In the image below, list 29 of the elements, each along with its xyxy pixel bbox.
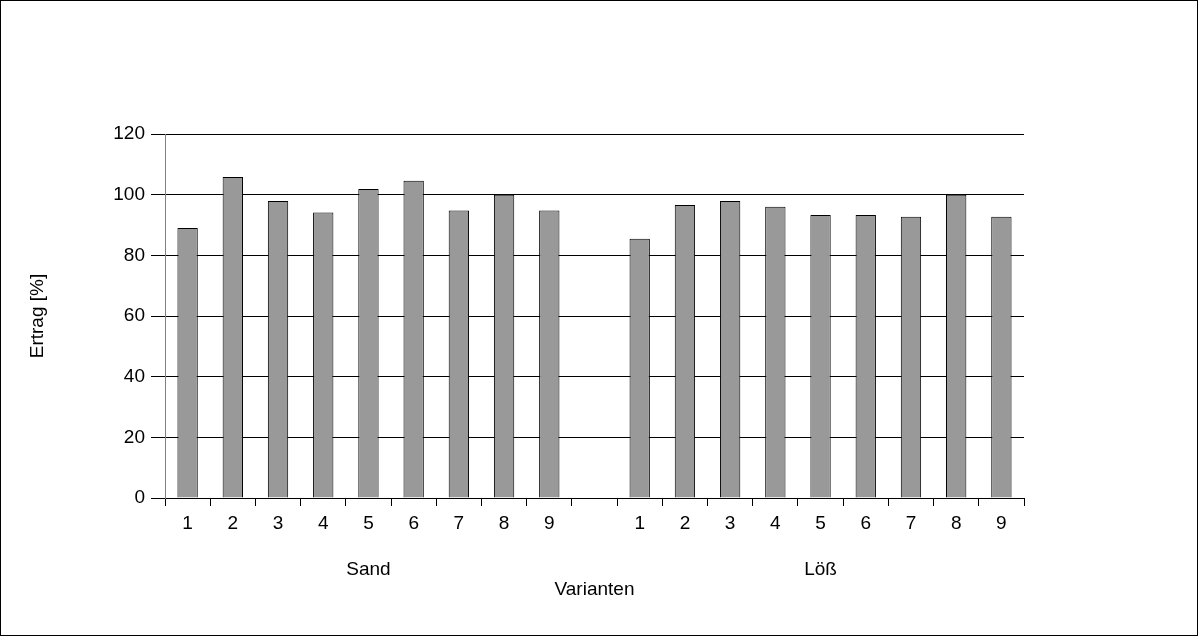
x-tick-label: 4 [770,511,782,533]
x-tick-label: 6 [408,511,419,533]
x-axis-title: Varianten [554,578,635,600]
x-tick-label: 5 [815,511,826,533]
x-tick-label: 9 [544,511,555,533]
x-tick-label: 2 [679,511,691,533]
x-tick-label: 7 [453,511,465,533]
y-tick-label: 20 [123,425,145,447]
y-tick-label: 60 [123,304,145,326]
text: Sand [346,558,391,580]
x-tick-label: 1 [182,511,193,533]
y-tick-label: 40 [123,364,145,386]
x-tick-label: 4 [317,511,329,533]
y-tick-label: 0 [134,486,145,508]
y-tick-label: 120 [113,122,145,144]
text: Löß [804,558,837,580]
x-tick-label: 1 [634,511,645,533]
x-tick-label: 3 [724,511,736,533]
x-tick-label: 2 [227,511,239,533]
x-tick-label: 6 [860,511,872,533]
x-tick-label: 9 [996,511,1007,533]
x-tick-label: 8 [498,511,510,533]
x-tick-label: 5 [363,511,374,533]
x-tick-label: 7 [905,511,917,533]
y-tick-label: 100 [113,182,145,204]
x-tick-label: 3 [272,511,284,533]
y-tick-label: 80 [123,243,145,265]
x-tick-label: 8 [950,511,962,533]
y-axis-title: Ertrag [%] [26,273,48,359]
